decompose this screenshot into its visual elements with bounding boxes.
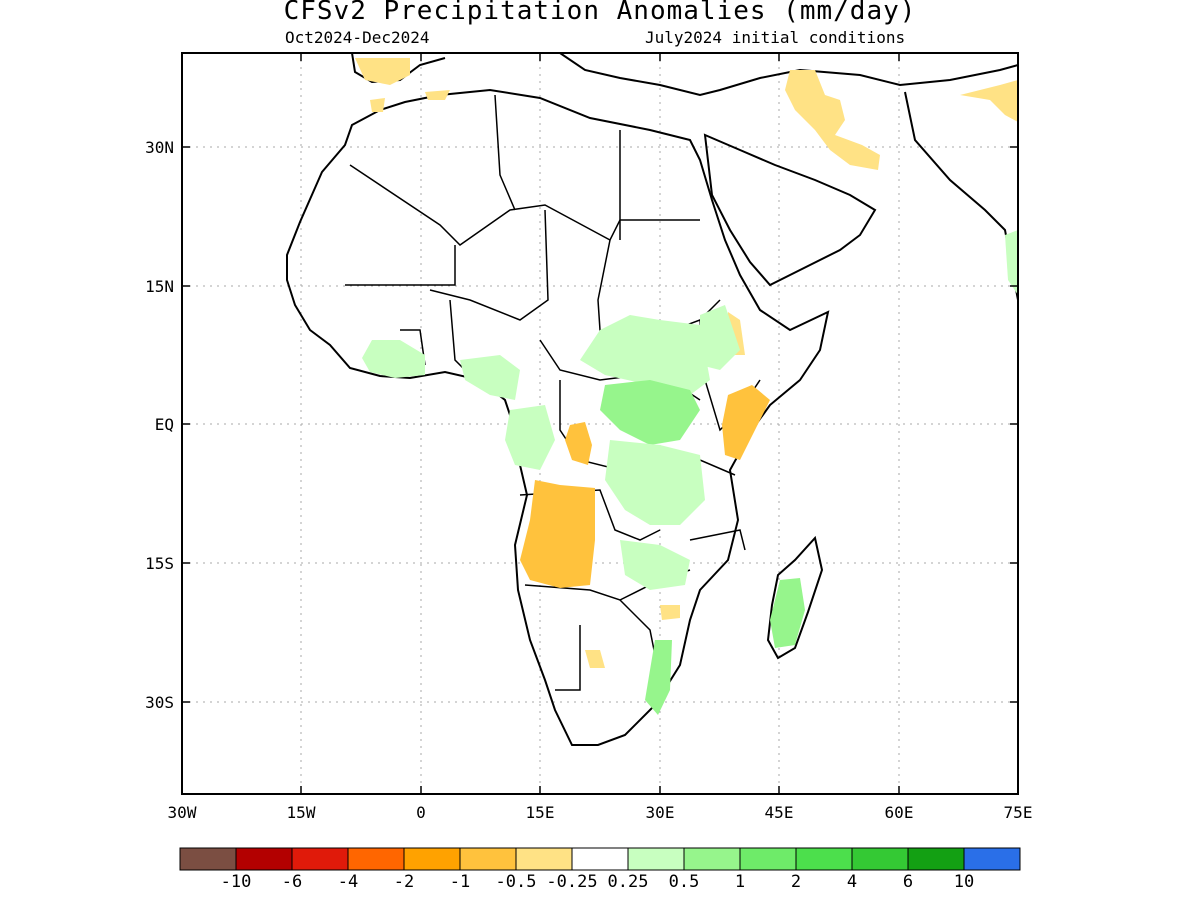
x-axis-labels: 30W 15W 0 15E 30E 45E 60E 75E — [168, 803, 1033, 822]
colorbar-swatch — [515, 847, 573, 871]
wet-anomaly-south-africa-east — [645, 640, 672, 715]
map-title: CFSv2 Precipitation Anomalies (mm/day) — [283, 0, 917, 26]
wet-anomaly-west-africa — [362, 340, 425, 378]
map-area — [286, 53, 1018, 746]
wet-anomaly-congo-basin — [600, 380, 700, 445]
axis-ticks — [181, 53, 1019, 794]
colorbar-swatch — [403, 847, 461, 871]
anomaly-fields — [355, 58, 1018, 715]
colorbar-swatch — [291, 847, 349, 871]
dry-anomaly-kenya-somalia — [722, 385, 770, 460]
colorbar-swatch — [683, 847, 741, 871]
wet-anomaly-madagascar — [770, 578, 805, 648]
colorbar-label: 4 — [847, 872, 857, 892]
x-tick-label: 60E — [885, 803, 914, 822]
colorbar-label: 6 — [903, 872, 913, 892]
colorbar-labels: -10 -6 -4 -2 -1 -0.5 -0.25 0.25 0.5 1 2 4 6 10 — [221, 872, 975, 892]
colorbar-swatch — [571, 847, 629, 871]
colorbar-swatch — [235, 847, 293, 871]
x-tick-label: 75E — [1004, 803, 1033, 822]
dry-anomaly-morocco — [370, 98, 385, 112]
dry-anomaly-gabon-congo — [565, 422, 592, 465]
dry-anomaly-angola — [520, 480, 595, 588]
wet-anomaly-zambia — [620, 540, 690, 590]
madagascar-coastline — [766, 535, 824, 660]
colorbar-label: -0.25 — [546, 872, 597, 892]
dry-anomaly-mozambique — [660, 605, 680, 620]
y-axis-labels: 30N 15N EQ 15S 30S — [145, 138, 174, 712]
colorbar-label: -4 — [338, 872, 358, 892]
x-tick-label: 0 — [416, 803, 426, 822]
colorbar-swatch — [795, 847, 853, 871]
colorbar — [179, 847, 1021, 871]
colorbar-label: -2 — [394, 872, 414, 892]
colorbar-label: -6 — [282, 872, 302, 892]
colorbar-label: 2 — [791, 872, 801, 892]
dry-anomaly-algeria — [425, 90, 450, 100]
country-borders — [345, 94, 761, 691]
x-tick-label: 15E — [526, 803, 555, 822]
wet-anomaly-gabon — [505, 405, 555, 470]
initial-conditions: July2024 initial conditions — [645, 28, 906, 47]
dry-anomaly-namibia — [585, 650, 605, 668]
wet-anomaly-india — [1005, 230, 1018, 295]
wet-anomaly-drc-east — [605, 440, 705, 525]
x-tick-label: 15W — [287, 803, 316, 822]
dry-anomaly-central-asia — [960, 80, 1018, 122]
colorbar-label: 10 — [954, 872, 974, 892]
colorbar-label: -10 — [221, 872, 252, 892]
y-tick-label: 15S — [145, 554, 174, 573]
colorbar-label: -1 — [450, 872, 470, 892]
colorbar-swatch — [347, 847, 405, 871]
colorbar-swatch — [739, 847, 797, 871]
colorbar-swatch — [851, 847, 909, 871]
x-tick-label: 30W — [168, 803, 197, 822]
colorbar-swatch — [627, 847, 685, 871]
wet-anomaly-nigeria — [460, 355, 520, 400]
dry-anomaly-iran — [785, 70, 880, 170]
colorbar-swatch — [459, 847, 517, 871]
colorbar-swatch — [907, 847, 965, 871]
wet-anomaly-ethiopia — [700, 305, 740, 370]
arabia-coastline — [703, 133, 877, 287]
colorbar-swatch — [963, 847, 1021, 871]
y-tick-label: EQ — [155, 415, 174, 434]
colorbar-label: 0.25 — [608, 872, 649, 892]
forecast-period: Oct2024-Dec2024 — [285, 28, 430, 47]
colorbar-label: -0.5 — [496, 872, 537, 892]
colorbar-swatch — [179, 847, 237, 871]
colorbar-label: 1 — [735, 872, 745, 892]
x-tick-label: 45E — [765, 803, 794, 822]
colorbar-label: 0.5 — [669, 872, 700, 892]
y-tick-label: 15N — [145, 277, 174, 296]
graticule — [182, 53, 1018, 794]
dry-anomaly-north-africa — [355, 58, 410, 85]
wet-anomaly-south-sudan — [580, 315, 710, 395]
y-tick-label: 30N — [145, 138, 174, 157]
map-frame — [181, 52, 1019, 795]
x-tick-label: 30E — [646, 803, 675, 822]
y-tick-label: 30S — [145, 693, 174, 712]
